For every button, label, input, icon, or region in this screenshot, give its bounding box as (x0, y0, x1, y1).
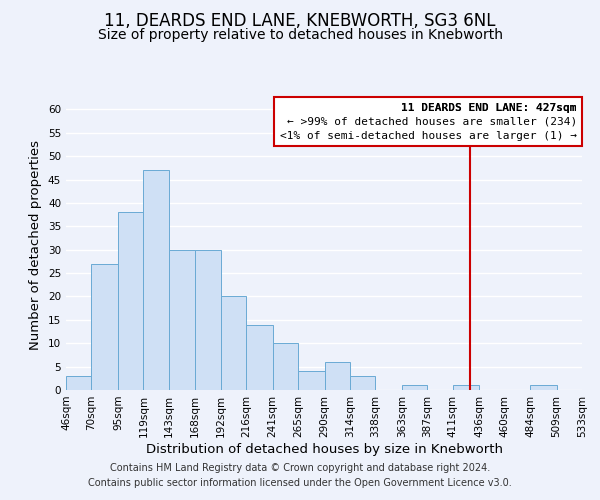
Text: Contains HM Land Registry data © Crown copyright and database right 2024.
Contai: Contains HM Land Registry data © Crown c… (88, 462, 512, 487)
Bar (402, 386, 427, 390)
Bar (195, 250, 221, 390)
Bar (143, 170, 169, 390)
Text: 11 DEARDS END LANE: 427sqm: 11 DEARDS END LANE: 427sqm (401, 103, 577, 113)
Bar (530, 386, 557, 390)
Bar (66, 376, 91, 390)
X-axis label: Distribution of detached houses by size in Knebworth: Distribution of detached houses by size … (146, 442, 503, 456)
Text: 11, DEARDS END LANE, KNEBWORTH, SG3 6NL: 11, DEARDS END LANE, KNEBWORTH, SG3 6NL (104, 12, 496, 30)
Bar (221, 296, 246, 390)
Bar (91, 264, 118, 390)
Bar (246, 324, 272, 390)
Bar (453, 386, 479, 390)
Y-axis label: Number of detached properties: Number of detached properties (29, 140, 43, 350)
Bar (325, 362, 350, 390)
Bar (272, 343, 298, 390)
Bar (350, 376, 376, 390)
Text: 11 DEARDS END LANE: 427sqm
← >99% of detached houses are smaller (234)
<1% of se: 11 DEARDS END LANE: 427sqm ← >99% of det… (280, 103, 577, 141)
Bar (298, 372, 325, 390)
Text: Size of property relative to detached houses in Knebworth: Size of property relative to detached ho… (97, 28, 503, 42)
Bar (118, 212, 143, 390)
Bar (169, 250, 195, 390)
